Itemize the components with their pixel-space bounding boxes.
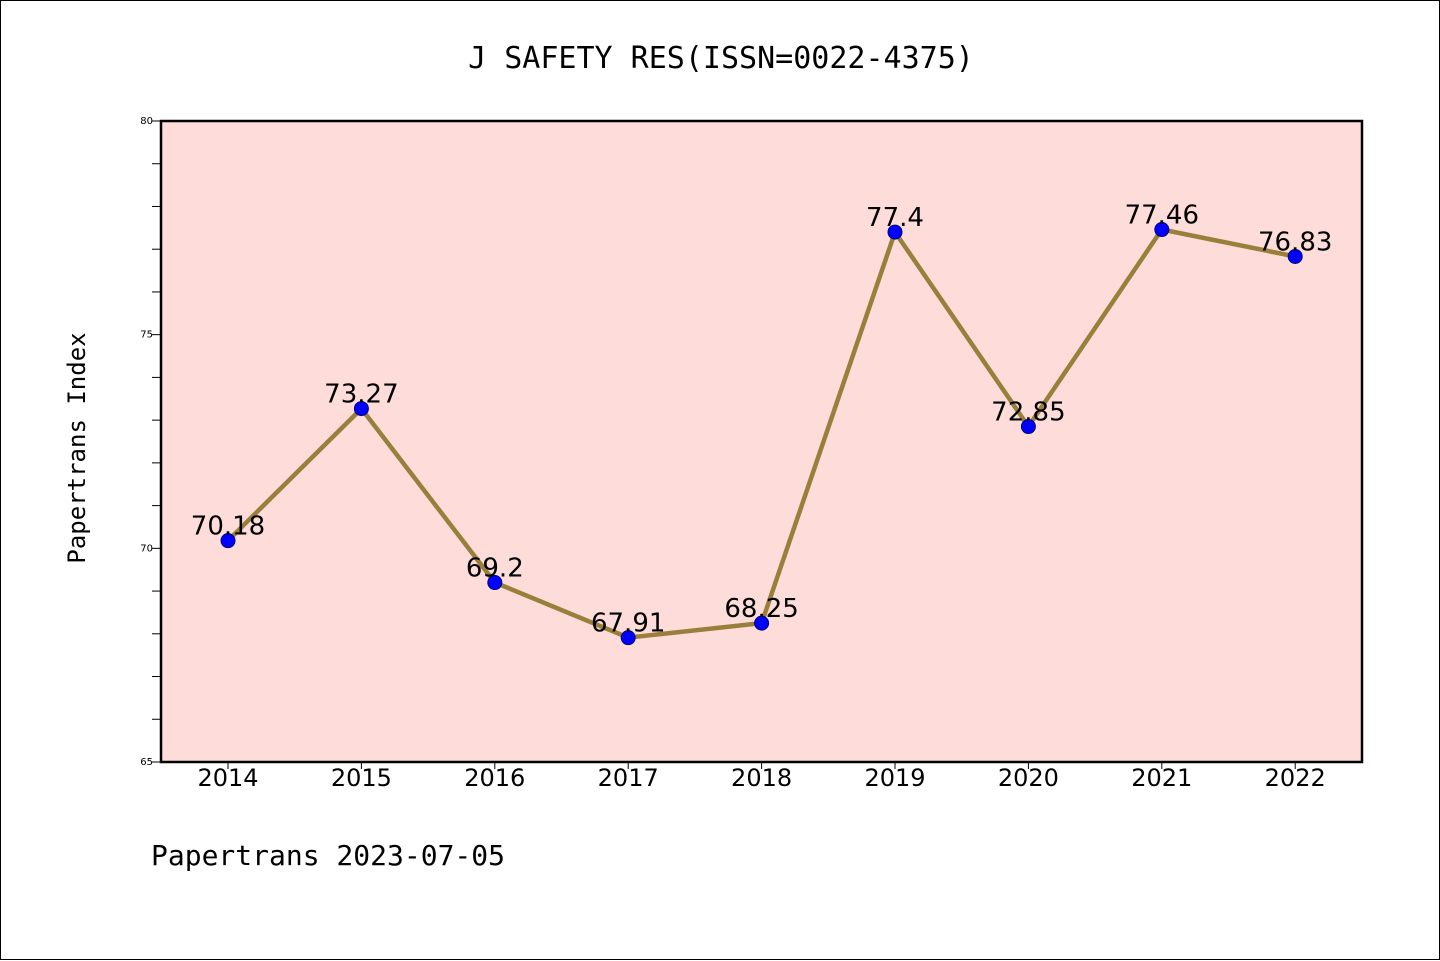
x-tick-label: 2019	[864, 764, 925, 792]
data-label: 76.83	[1258, 227, 1332, 257]
data-point	[220, 533, 236, 549]
x-axis-ticks: 2014 2015 2016 2017 2018 2019 2020 2021 2022	[197, 762, 1326, 792]
data-point	[754, 615, 770, 631]
data-point	[353, 401, 369, 417]
data-point	[1020, 419, 1036, 435]
y-axis-ticks: 65 70 75 80	[140, 116, 161, 768]
x-tick-label: 2017	[598, 764, 659, 792]
data-label: 77.4	[866, 203, 924, 233]
y-tick-label: 65	[140, 757, 153, 768]
x-tick-label: 2021	[1131, 764, 1192, 792]
data-label: 67.91	[591, 609, 665, 639]
data-point	[620, 630, 636, 646]
series-markers	[220, 222, 1303, 646]
x-tick-label: 2015	[331, 764, 392, 792]
x-tick-label: 2022	[1265, 764, 1326, 792]
data-label: 77.46	[1125, 201, 1199, 231]
data-point	[887, 224, 903, 240]
data-point	[1287, 248, 1303, 264]
data-point	[1154, 222, 1170, 238]
data-label: 72.85	[991, 398, 1065, 428]
data-label: 69.2	[466, 554, 524, 584]
data-label: 73.27	[324, 380, 398, 410]
data-label: 70.18	[191, 512, 265, 542]
data-label: 68.25	[724, 594, 798, 624]
x-tick-label: 2014	[197, 764, 258, 792]
data-labels: 70.18 73.27 69.2 67.91 68.25 77.4 72.85 77.46 76…	[191, 201, 1333, 639]
chart-title: J SAFETY RES(ISSN=0022-4375)	[468, 41, 974, 76]
x-tick-label: 2018	[731, 764, 792, 792]
x-tick-label: 2020	[998, 764, 1059, 792]
y-axis-label: Papertrans Index	[63, 332, 91, 563]
y-tick-label: 80	[140, 116, 153, 127]
x-tick-label: 2016	[464, 764, 525, 792]
data-point	[487, 575, 503, 591]
y-tick-label: 75	[140, 330, 153, 341]
footer-text: Papertrans 2023-07-05	[151, 839, 505, 872]
y-minor-ticks	[152, 163, 161, 720]
y-tick-label: 70	[140, 543, 153, 554]
